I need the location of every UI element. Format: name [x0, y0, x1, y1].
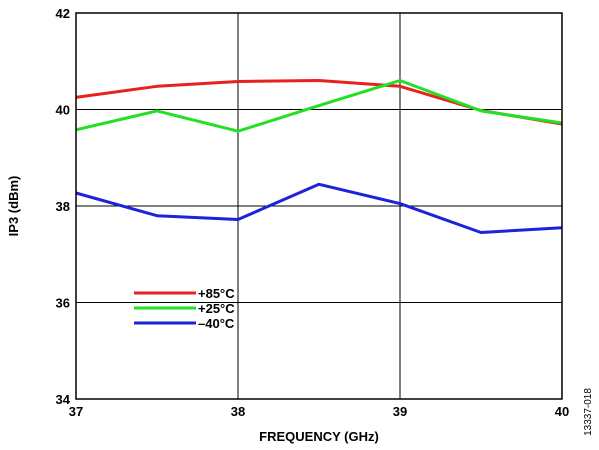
series-line-3: [75, 182, 563, 234]
legend-label: –40°C: [198, 316, 235, 331]
y-tick-label: 36: [56, 296, 70, 311]
legend-label: +25°C: [198, 301, 235, 316]
grid-lines: [76, 13, 562, 399]
y-tick-label: 40: [56, 103, 70, 118]
y-tick-label: 42: [56, 6, 70, 21]
y-tick-labels: 34 36 38 40 42: [56, 6, 71, 407]
figure-id-label: 13337-018: [583, 388, 594, 436]
legend: +85°C+25°C–40°C: [134, 286, 235, 331]
y-axis-title: IP3 (dBm): [6, 176, 21, 237]
plot-frame: [75, 12, 563, 400]
x-tick-label: 40: [555, 404, 569, 419]
series-line-2: [75, 79, 563, 133]
series-line-1: [75, 79, 563, 126]
x-tick-labels: 37 38 39 40: [69, 404, 569, 419]
y-tick-label: 34: [56, 392, 71, 407]
y-tick-label: 38: [56, 199, 70, 214]
legend-label: +85°C: [198, 286, 235, 301]
x-tick-label: 38: [231, 404, 245, 419]
x-axis-title: FREQUENCY (GHz): [259, 429, 379, 444]
series-layer: [75, 79, 563, 234]
x-tick-label: 37: [69, 404, 83, 419]
x-tick-label: 39: [393, 404, 407, 419]
